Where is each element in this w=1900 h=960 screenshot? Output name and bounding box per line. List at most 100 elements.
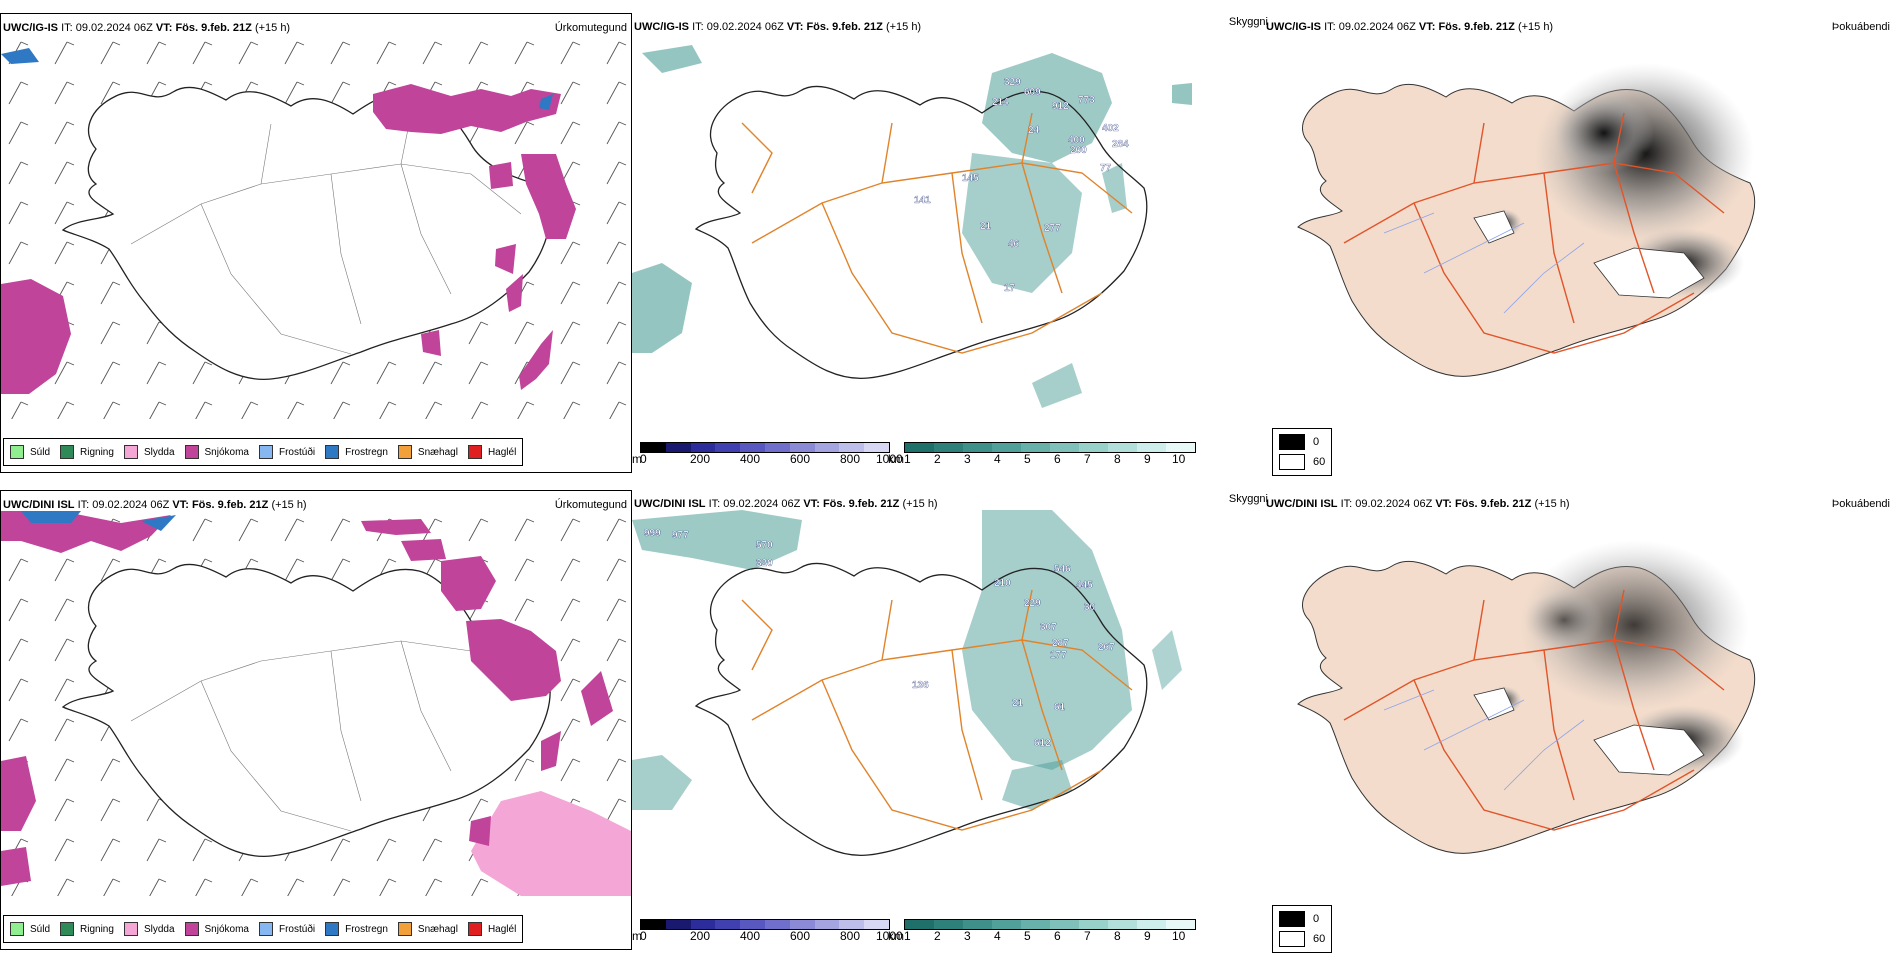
tick: 7 (1084, 929, 1091, 943)
cloud-base-label: 912 (1052, 101, 1069, 112)
tick: 800 (840, 452, 861, 466)
valid-time: Fös. 9.feb. 21Z (1438, 21, 1515, 33)
road-network (741, 589, 1133, 831)
legend-swatch (60, 922, 75, 936)
fog-swatch (1279, 931, 1305, 947)
fog-legend: 0 60 (1272, 428, 1332, 476)
tick: 10 (1172, 929, 1186, 943)
vt-label: VT: (803, 498, 820, 510)
legend-item-rain: Rigning (60, 445, 114, 459)
vt-label: VT: (1435, 498, 1452, 510)
cloud-base-label: 546 (1054, 564, 1071, 575)
visibility-colorbar (904, 442, 1196, 453)
panel-title: Þokuábendi (1831, 21, 1890, 33)
panel-header: UWC/IG-IS IT: 09.02.2024 06Z VT: Fös. 9.… (1266, 21, 1553, 33)
legend-swatch (184, 445, 199, 459)
cloud-base-label: 145 (962, 173, 979, 184)
cloud-base-label: 46 (1008, 239, 1020, 250)
legend-label: Snæhagl (417, 923, 458, 935)
legend-item-snow-grains: Snæhagl (397, 922, 458, 936)
forecast-row-bottom: UWC/DINI ISL IT: 09.02.2024 06Z VT: Fös.… (0, 490, 1900, 960)
it-label: IT: (692, 21, 704, 33)
tick: 4 (994, 929, 1001, 943)
cloud-base-label: 977 (672, 530, 689, 541)
cloud-base-unit: m (632, 452, 642, 466)
visibility-unit: km (888, 452, 904, 466)
legend-label: Snjókoma (204, 923, 249, 935)
cloud-base-unit: m (632, 929, 642, 943)
tick: 5 (1024, 452, 1031, 466)
legend-item-freezing-drizzle: Frostúði (258, 922, 316, 936)
panel-header: UWC/IG-IS IT: 09.02.2024 06Z VT: Fös. 9.… (634, 21, 921, 33)
legend-item-freezing-drizzle: Frostúði (258, 445, 315, 459)
legend-item-rain: Rigning (60, 922, 114, 936)
tick: 1 (904, 929, 911, 943)
tick: 1000 (876, 929, 903, 943)
tick: 600 (790, 929, 811, 943)
lead-time: (+15 h) (885, 21, 922, 33)
model-name: UWC/DINI ISL (634, 498, 706, 510)
lead-time: (+15 h) (271, 499, 307, 511)
fog-swatch (1279, 434, 1305, 450)
fog-legend-max: 60 (1279, 931, 1325, 947)
cloud-base-label: 267 (1098, 642, 1115, 653)
init-time: 09.02.2024 06Z (75, 22, 153, 34)
colorbars: m 0 200 400 600 800 1000 km 1 2 3 4 5 6 … (632, 442, 1264, 468)
legend-item-drizzle: Súld (10, 445, 50, 459)
legend-swatch (258, 922, 273, 936)
vt-label: VT: (172, 499, 189, 511)
vt-label: VT: (1418, 21, 1436, 33)
tick: 200 (690, 452, 711, 466)
tick: 10 (1172, 452, 1186, 466)
tick: 5 (1024, 929, 1031, 943)
cloud-base-label: 214 (992, 97, 1009, 108)
valid-time: Fös. 9.feb. 21Z (1454, 498, 1532, 510)
precip-map (1, 34, 631, 419)
tick: 1 (904, 452, 911, 466)
cloud-base-label: 287 (1052, 638, 1069, 649)
road-network (1343, 589, 1725, 831)
lead-time: (+15 h) (254, 22, 291, 34)
fog-index-panel-bottom: UWC/DINI ISL IT: 09.02.2024 06Z VT: Fös.… (1264, 490, 1900, 953)
visibility-shading (632, 45, 1192, 408)
forecast-row-top: UWC/IG-IS IT: 09.02.2024 06Z VT: Fös. 9.… (0, 13, 1900, 483)
fog-index-panel-top: UWC/IG-IS IT: 09.02.2024 06Z VT: Fös. 9.… (1264, 13, 1900, 476)
legend-swatch (467, 445, 482, 459)
legend-label: Frostúði (278, 923, 316, 935)
legend-item-snow-grains: Snæhagl (397, 445, 458, 459)
vt-label: VT: (786, 21, 804, 33)
legend-label: Súld (30, 923, 51, 935)
visibility-colorbar (904, 919, 1196, 930)
lead-time: (+15 h) (902, 498, 938, 510)
legend-item-hail: Haglél (467, 922, 516, 936)
legend-label: Slydda (143, 923, 175, 935)
cloud-base-label: 400 (1068, 135, 1085, 146)
model-name: UWC/IG-IS (1266, 21, 1321, 33)
legend-item-hail: Haglél (467, 445, 516, 459)
tick: 6 (1054, 452, 1061, 466)
valid-time: Fös. 9.feb. 21Z (191, 499, 269, 511)
cloud-base-label: 17 (1004, 283, 1016, 294)
cloud-base-label: 210 (994, 578, 1011, 589)
it-label: IT: (61, 22, 73, 34)
cloud-base-label: 21 (980, 221, 992, 232)
it-label: IT: (77, 499, 90, 511)
cloud-base-label: 329 (1004, 77, 1021, 88)
cloud-base-label: 77 (1100, 163, 1112, 174)
tick: 9 (1144, 452, 1151, 466)
legend-swatch (123, 445, 138, 459)
cloud-base-label: 177 (1050, 650, 1067, 661)
legend-swatch (325, 445, 340, 459)
init-time: 09.02.2024 06Z (706, 21, 784, 33)
tick: 400 (740, 929, 761, 943)
iceland-outline (61, 86, 551, 381)
cloud-base-label: 773 (1078, 95, 1095, 106)
cloud-base-label: 284 (1112, 139, 1129, 150)
road-network (130, 113, 522, 355)
rivers (1383, 689, 1585, 791)
fog-legend: 0 60 (1272, 905, 1332, 953)
visibility-shading (632, 510, 1182, 810)
legend-label: Slydda (143, 446, 175, 458)
colorbars: m 0 200 400 600 800 1000 km 1 2 3 4 5 6 … (632, 919, 1264, 945)
